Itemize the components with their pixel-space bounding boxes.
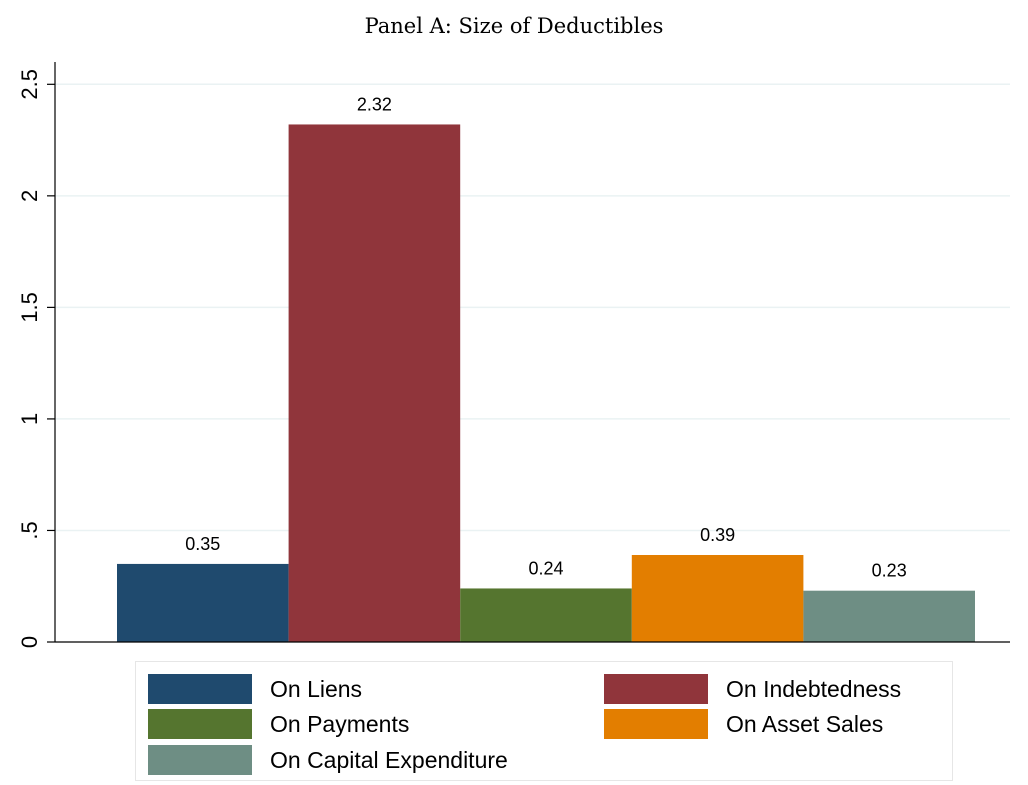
y-tick-label: 1.5 (17, 292, 42, 323)
bar-on-liens (117, 563, 289, 642)
legend-label: On Payments (270, 710, 410, 737)
bar-value-label: 0.35 (185, 534, 220, 554)
legend-swatch (604, 709, 708, 739)
grid-layer (55, 83, 1010, 532)
legend-swatch (148, 745, 252, 775)
legend-swatch (148, 709, 252, 739)
legend-label: On Capital Expenditure (270, 746, 508, 773)
data-labels-layer: 0.35 2.32 0.24 0.39 0.23 (185, 94, 906, 580)
legend-swatch (604, 674, 708, 704)
bar-value-label: 0.24 (528, 558, 563, 578)
chart-title: Panel A: Size of Deductibles (364, 14, 664, 38)
bar-value-label: 0.23 (872, 561, 907, 581)
bar-on-indebtedness (288, 124, 461, 642)
bar-on-asset-sales (631, 555, 804, 642)
legend-swatch (148, 674, 252, 704)
legend-label: On Liens (270, 675, 363, 702)
bar-value-label: 2.32 (357, 94, 392, 114)
legend-item: On Liens (148, 674, 362, 704)
legend-label: On Indebtedness (726, 675, 902, 702)
legend: On Liens On Indebtedness On Payments On Ass… (135, 661, 953, 781)
legend-item: On Payments (148, 709, 409, 739)
y-tick-label: 1 (17, 413, 42, 425)
bars-layer (117, 124, 975, 642)
legend-item: On Asset Sales (604, 709, 883, 739)
axis-layer: 0 .5 1 1.5 2 2.5 (17, 62, 1010, 648)
bar-chart-plot: 0.35 2.32 0.24 0.39 0.23 0 .5 1 1.5 2 2.5 (17, 62, 1010, 648)
y-tick-label: 0 (17, 636, 42, 648)
bar-on-capital-expenditure (803, 590, 975, 642)
y-tick-label: 2.5 (17, 69, 42, 100)
y-tick-label: 2 (17, 190, 42, 202)
y-tick-label: .5 (17, 521, 42, 539)
bar-on-payments (460, 588, 632, 642)
bar-value-label: 0.39 (700, 525, 735, 545)
legend-item: On Capital Expenditure (148, 745, 508, 775)
legend-item: On Indebtedness (604, 674, 901, 704)
legend-label: On Asset Sales (726, 710, 884, 737)
